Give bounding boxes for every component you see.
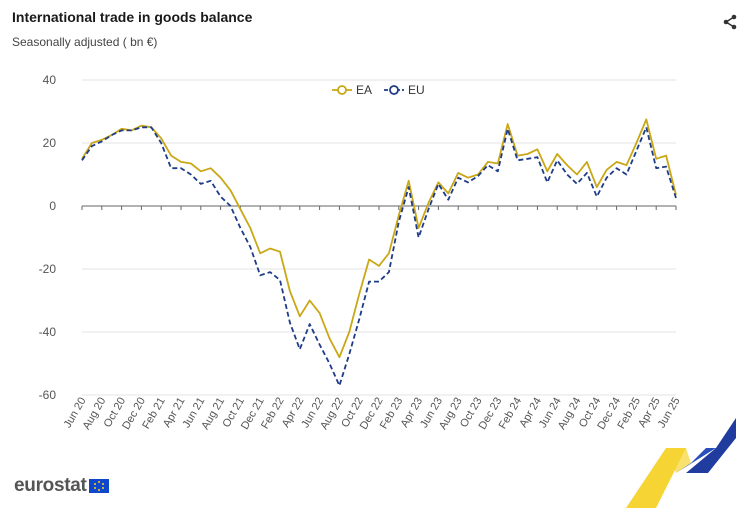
legend-label-ea: EA bbox=[356, 83, 372, 97]
y-tick-label: 0 bbox=[49, 199, 56, 213]
series-line-eu bbox=[81, 126, 677, 387]
y-tick-label: -40 bbox=[39, 325, 57, 339]
eurostat-logo: eurostat bbox=[14, 475, 109, 497]
share-icon[interactable] bbox=[722, 14, 738, 30]
legend-label-eu: EU bbox=[408, 83, 425, 97]
y-tick-label: 40 bbox=[43, 73, 57, 87]
y-tick-label: -60 bbox=[39, 388, 57, 402]
logo-text: eurostat bbox=[14, 475, 87, 496]
y-tick-label: -20 bbox=[39, 262, 57, 276]
eu-flag-icon bbox=[88, 479, 109, 493]
series-line-ea bbox=[81, 118, 677, 359]
legend-marker-ea bbox=[337, 85, 347, 95]
chart-subtitle: Seasonally adjusted ( bn €) bbox=[12, 35, 158, 49]
y-tick-label: 20 bbox=[43, 136, 57, 150]
decorative-corner-graphic bbox=[626, 418, 736, 508]
legend-marker-eu bbox=[389, 85, 399, 95]
chart-title: International trade in goods balance bbox=[12, 9, 253, 25]
